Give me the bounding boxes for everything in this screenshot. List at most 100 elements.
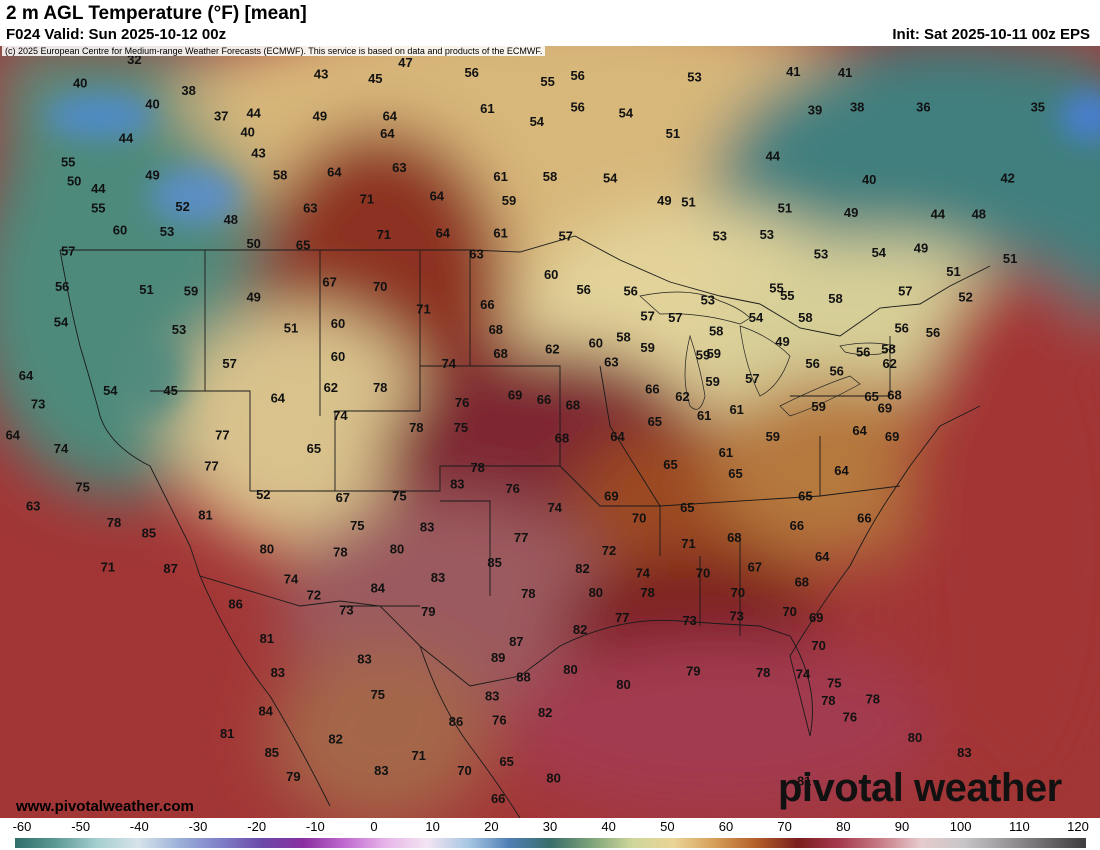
temperature-value: 55 <box>780 288 794 303</box>
website-link[interactable]: www.pivotalweather.com <box>16 798 194 815</box>
temperature-value: 49 <box>145 168 159 183</box>
temperature-value: 64 <box>6 427 21 442</box>
temperature-value: 68 <box>727 530 741 545</box>
temperature-value: 56 <box>464 65 478 80</box>
temperature-value: 78 <box>107 515 121 530</box>
temperature-value: 59 <box>502 193 516 208</box>
temperature-value: 41 <box>786 64 800 79</box>
temperature-map[interactable]: 32 40 38 40 37 44 43 47 56 45 55 56 53 41 41 44 40 49 64 61… <box>0 46 1100 818</box>
temperature-value: 74 <box>284 571 299 586</box>
colorbar-tick-label: 80 <box>836 819 851 834</box>
temperature-value: 59 <box>811 399 825 414</box>
temperature-value: 65 <box>663 457 677 472</box>
temperature-value: 44 <box>766 148 781 163</box>
temperature-value: 64 <box>380 126 395 141</box>
temperature-value: 66 <box>857 511 871 526</box>
temperature-value: 70 <box>373 279 387 294</box>
temperature-value: 75 <box>371 687 385 702</box>
temperature-value: 70 <box>696 566 710 581</box>
temperature-value: 62 <box>324 380 338 395</box>
temperature-value: 54 <box>749 310 764 325</box>
temperature-value: 59 <box>696 347 710 362</box>
temperature-value: 74 <box>796 666 811 681</box>
temperature-value: 73 <box>729 609 743 624</box>
data-credit: (c) 2025 European Centre for Medium-rang… <box>2 46 546 56</box>
temperature-value: 69 <box>878 401 892 416</box>
temperature-value: 56 <box>856 344 870 359</box>
temperature-value: 77 <box>215 427 229 442</box>
temperature-value: 68 <box>566 398 580 413</box>
temperature-value: 65 <box>296 237 310 252</box>
temperature-value: 75 <box>75 479 89 494</box>
temperature-value: 74 <box>442 356 457 371</box>
temperature-value: 58 <box>709 324 723 339</box>
temperature-value: 81 <box>198 508 212 523</box>
temperature-value: 54 <box>872 245 887 260</box>
temperature-value: 50 <box>246 236 260 251</box>
map-title: 2 m AGL Temperature (°F) [mean] <box>6 3 307 24</box>
temperature-value: 65 <box>798 488 812 503</box>
temperature-value: 79 <box>686 663 700 678</box>
temperature-value: 85 <box>142 525 156 540</box>
temperature-value: 45 <box>368 71 382 86</box>
temperature-value: 89 <box>491 650 505 665</box>
temperature-value: 66 <box>491 791 505 806</box>
colorbar: -60 -50 -40 -30 -20 -10 0 10 20 30 40 50 60 70 80 90 100… <box>0 818 1100 850</box>
temperature-value: 56 <box>829 364 843 379</box>
temperature-value: 53 <box>687 70 701 85</box>
temperature-value: 87 <box>163 561 177 576</box>
temperature-value: 71 <box>411 748 425 763</box>
valid-time: F024 Valid: Sun 2025-10-12 00z <box>6 26 227 43</box>
temperature-value: 76 <box>505 481 519 496</box>
temperature-value: 39 <box>808 102 822 117</box>
temperature-value: 54 <box>530 114 545 129</box>
temperature-value: 65 <box>648 414 662 429</box>
temperature-value: 58 <box>273 168 287 183</box>
colorbar-tick-label: 120 <box>1067 819 1089 834</box>
temperature-value: 76 <box>455 395 469 410</box>
temperature-value: 63 <box>392 160 406 175</box>
temperature-value: 70 <box>457 763 471 778</box>
colorbar-tick-label: -30 <box>188 819 208 834</box>
temperature-value: 56 <box>570 68 584 83</box>
temperature-value: 63 <box>26 499 40 514</box>
temperature-value: 45 <box>163 383 177 398</box>
temperature-value: 80 <box>908 730 922 745</box>
temperature-value: 65 <box>307 441 321 456</box>
temperature-value: 68 <box>493 346 507 361</box>
temperature-value: 51 <box>666 126 680 141</box>
colorbar-tick-label: -40 <box>129 819 149 834</box>
temperature-value: 51 <box>284 321 298 336</box>
temperature-value: 87 <box>509 634 523 649</box>
temperature-value: 78 <box>821 693 835 708</box>
temperature-value: 62 <box>882 356 896 371</box>
temperature-value: 70 <box>731 585 745 600</box>
temperature-value: 49 <box>775 334 789 349</box>
temperature-value: 77 <box>615 610 629 625</box>
temperature-value: 44 <box>246 105 261 120</box>
temperature-value: 69 <box>885 429 899 444</box>
temperature-value: 78 <box>640 585 654 600</box>
temperature-value: 79 <box>421 604 435 619</box>
temperature-value: 57 <box>61 243 75 258</box>
temperature-value: 64 <box>19 368 34 383</box>
temperature-value: 57 <box>640 309 654 324</box>
temperature-value: 49 <box>914 240 928 255</box>
temperature-value: 56 <box>576 282 590 297</box>
temperature-value: 78 <box>333 545 347 560</box>
temperature-value: 52 <box>256 487 270 502</box>
temperature-value: 61 <box>697 408 711 423</box>
colorbar-tick-label: 50 <box>660 819 675 834</box>
colorbar-tick-label: 60 <box>718 819 734 834</box>
temperature-value: 57 <box>898 283 912 298</box>
temperature-value: 54 <box>603 171 618 186</box>
temperature-value: 86 <box>449 714 463 729</box>
temperature-value: 64 <box>327 165 342 180</box>
temperature-value: 71 <box>101 560 115 575</box>
temperature-value: 36 <box>916 99 930 114</box>
temperature-value: 40 <box>862 172 876 187</box>
temperature-value: 86 <box>228 597 242 612</box>
temperature-value: 63 <box>303 200 317 215</box>
temperature-value: 75 <box>454 420 468 435</box>
